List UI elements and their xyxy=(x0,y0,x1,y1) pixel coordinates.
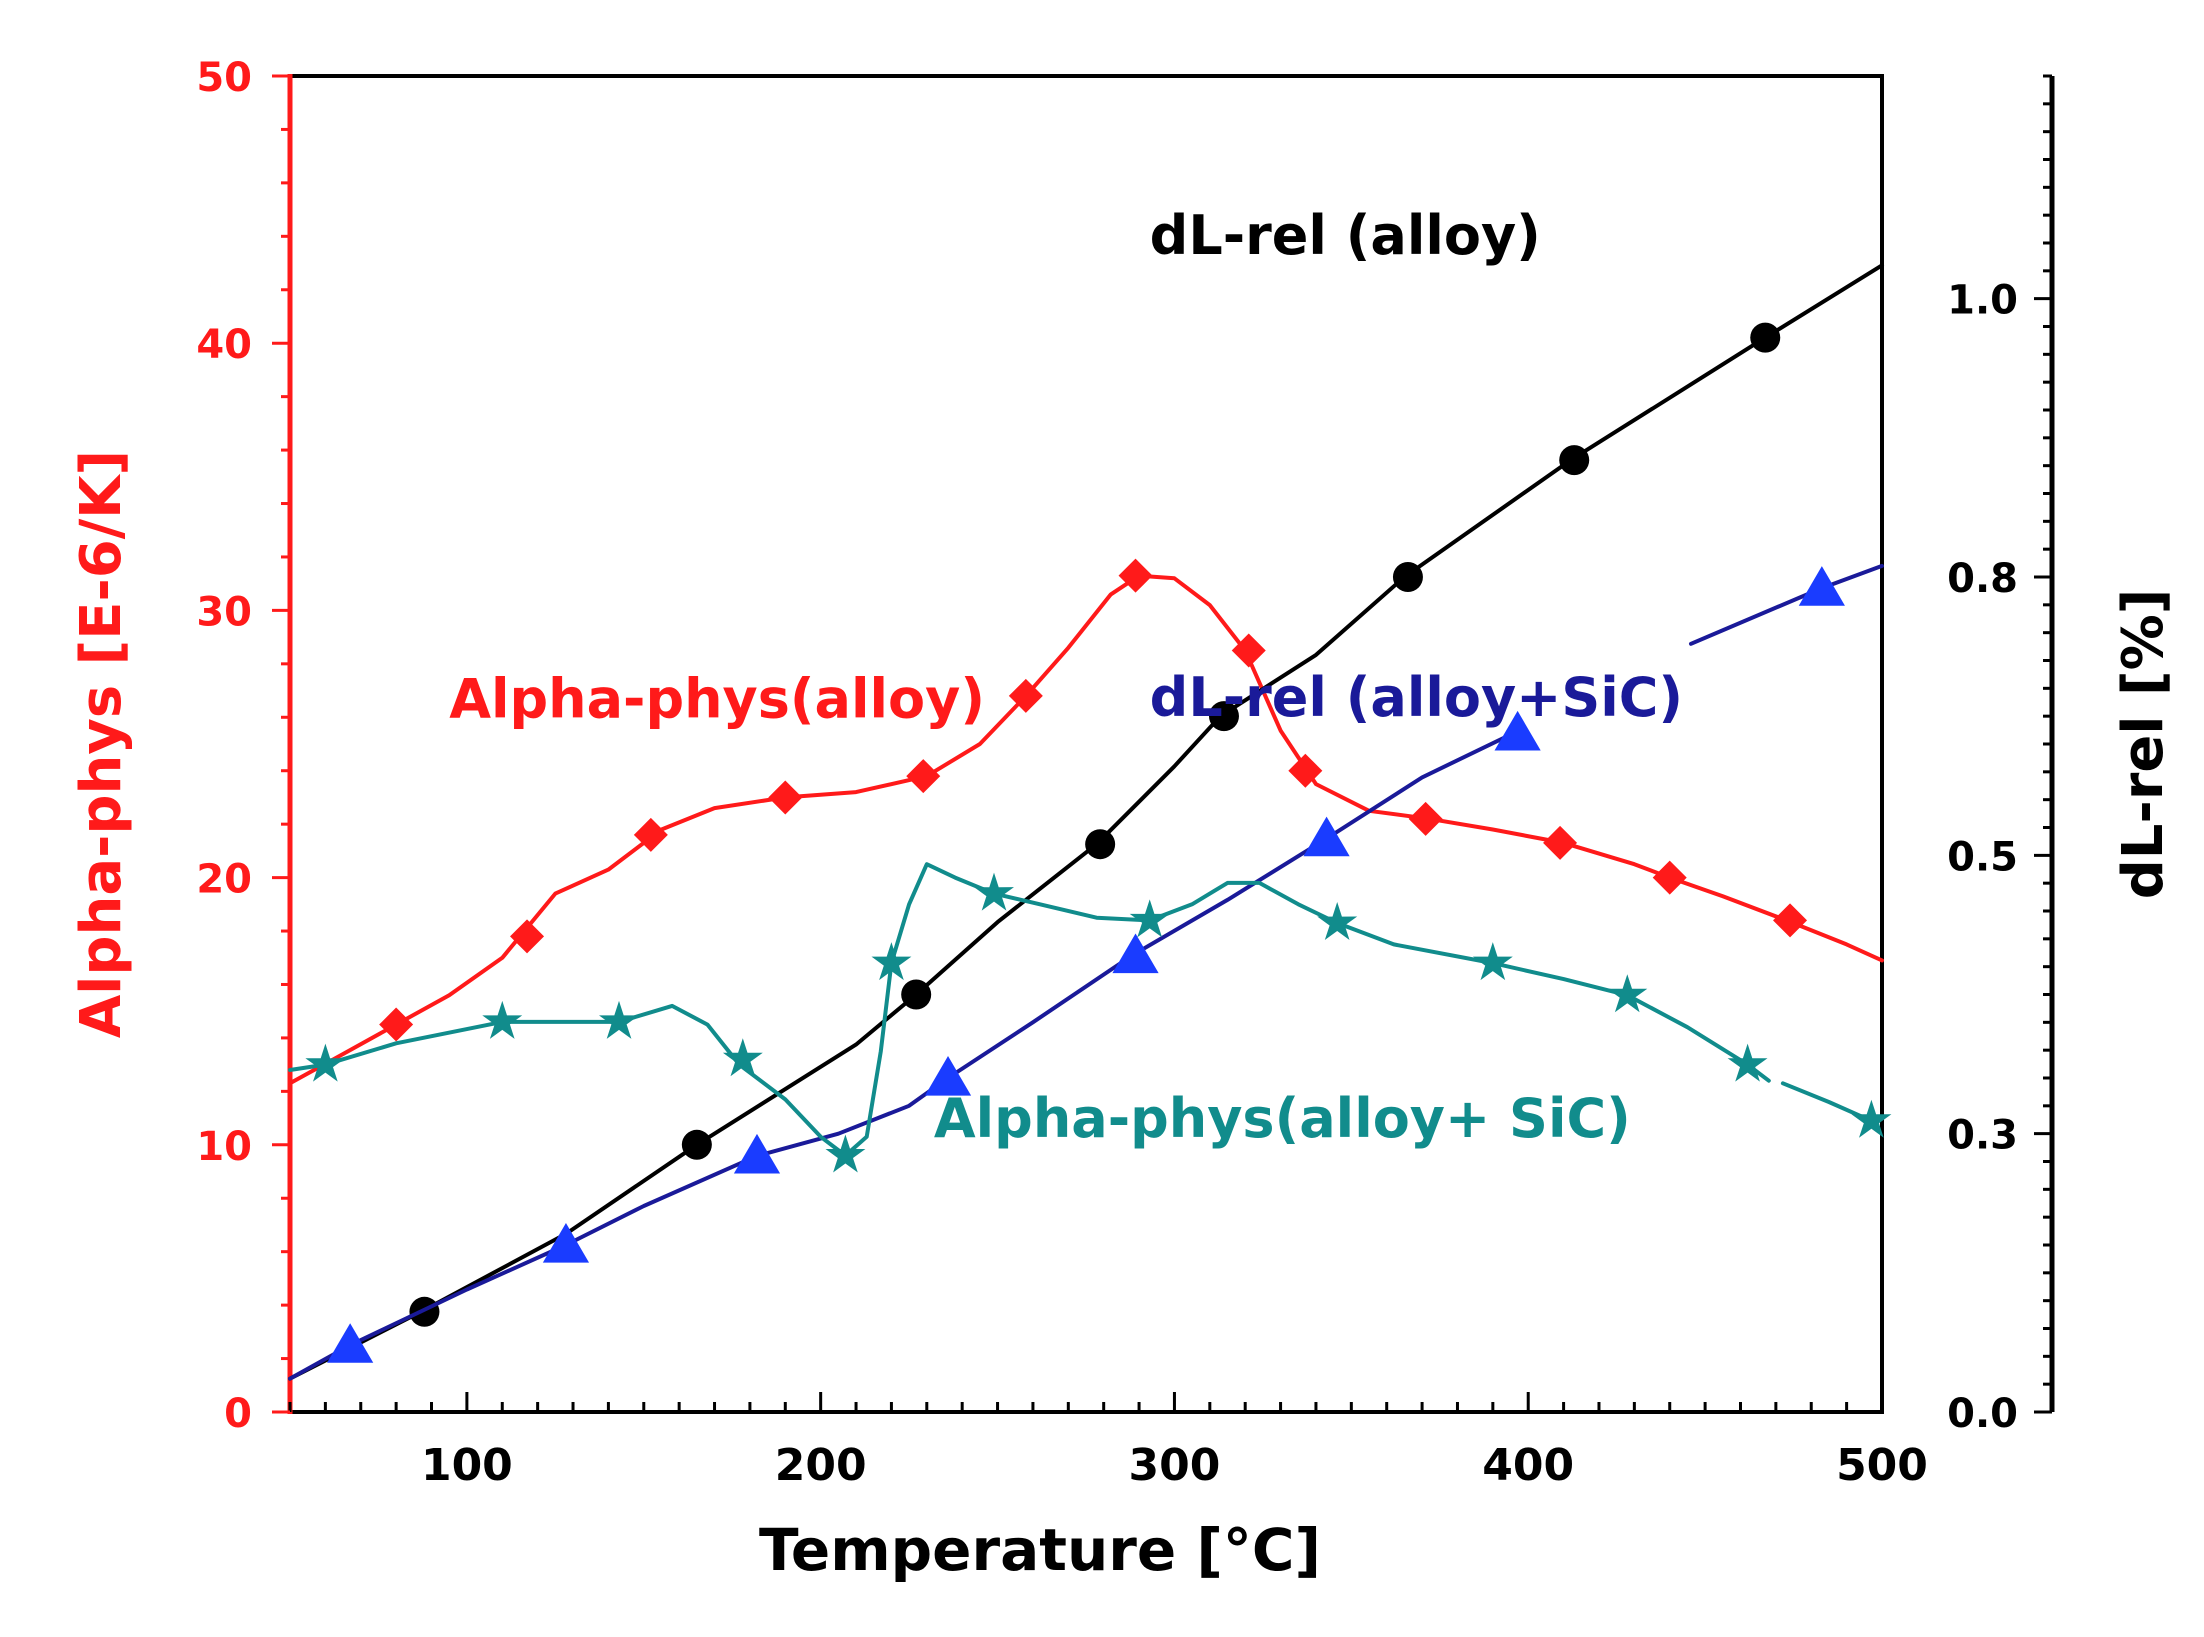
series-marker-alpha-phys-alloy xyxy=(1773,903,1808,938)
plot-frame xyxy=(288,74,1884,1414)
series-marker-alpha-phys-alloy-sic xyxy=(1851,1099,1892,1138)
series-marker-dl-rel-alloy-sic xyxy=(327,1323,374,1363)
x-axis-title: Temperature [°C] xyxy=(759,1516,1321,1584)
series-marker-alpha-phys-alloy-sic xyxy=(599,1000,639,1039)
plot-frame-group xyxy=(287,74,2055,1414)
series-marker-alpha-phys-alloy xyxy=(510,919,545,954)
series-label-alpha-phys-alloy: Alpha-phys(alloy) xyxy=(449,667,985,730)
y-left-tick-label: 40 xyxy=(196,322,252,368)
series-label-alpha-phys-alloy-sic: Alpha-phys(alloy+ SiC) xyxy=(934,1087,1631,1150)
series-marker-alpha-phys-alloy xyxy=(1543,825,1578,860)
series-marker-dl-rel-alloy xyxy=(1559,445,1590,476)
x-tick-label: 400 xyxy=(1482,1440,1574,1491)
y-right-tick-label: 0.0 xyxy=(1947,1391,2018,1437)
series-line-alpha-phys-alloy-sic xyxy=(288,862,1771,1158)
series-marker-alpha-phys-alloy xyxy=(1288,753,1323,788)
series-marker-alpha-phys-alloy-sic xyxy=(482,1000,523,1039)
series-marker-alpha-phys-alloy-sic xyxy=(1472,942,1513,981)
series-marker-alpha-phys-alloy xyxy=(633,817,668,852)
y-left-tick-label: 30 xyxy=(196,589,252,635)
x-tick-label: 500 xyxy=(1836,1440,1928,1491)
y-right-tick-label: 0.3 xyxy=(1947,1113,2018,1159)
series-marker-dl-rel-alloy-sic xyxy=(542,1223,590,1263)
series-line-alpha-phys-alloy xyxy=(288,573,1884,1086)
series-line-tail-dl-rel-alloy-sic xyxy=(1689,563,1884,646)
series-marker-dl-rel-alloy xyxy=(1750,322,1781,353)
y-left-tick-label: 50 xyxy=(196,55,252,101)
series-marker-alpha-phys-alloy-sic xyxy=(825,1134,866,1173)
series-marker-dl-rel-alloy-sic xyxy=(1112,933,1159,974)
y-left-tick-label: 0 xyxy=(224,1391,252,1437)
series-label-dl-rel-alloy: dL-rel (alloy) xyxy=(1150,204,1541,267)
series-marker-dl-rel-alloy xyxy=(681,1129,712,1160)
y-left-axis-title: Alpha-phys [E-6/K] xyxy=(69,450,134,1038)
series-marker-alpha-phys-alloy-sic xyxy=(305,1043,346,1082)
y-left-tick-label: 10 xyxy=(196,1124,252,1170)
series-marker-alpha-phys-alloy xyxy=(1008,678,1043,713)
series-marker-alpha-phys-alloy-sic xyxy=(871,942,912,981)
series-marker-dl-rel-alloy xyxy=(901,979,932,1010)
series-line-dl-rel-alloy xyxy=(288,263,1884,1381)
series-group xyxy=(288,263,1892,1381)
series-marker-alpha-phys-alloy-sic xyxy=(1727,1043,1768,1082)
series-marker-alpha-phys-alloy xyxy=(906,759,941,794)
series-marker-alpha-phys-alloy-sic xyxy=(1317,902,1358,940)
series-marker-dl-rel-alloy xyxy=(1392,562,1423,592)
y-right-tick-label: 0.5 xyxy=(1947,834,2018,880)
series-marker-dl-rel-alloy-sic xyxy=(1303,816,1350,857)
series-marker-alpha-phys-alloy xyxy=(1231,633,1266,668)
y-right-tick-label: 0.8 xyxy=(1947,556,2018,602)
series-marker-dl-rel-alloy xyxy=(1208,701,1239,732)
series-marker-dl-rel-alloy-sic xyxy=(733,1133,781,1174)
series-marker-dl-rel-alloy-sic xyxy=(924,1056,972,1096)
series-marker-dl-rel-alloy-sic xyxy=(1494,710,1541,751)
series-marker-alpha-phys-alloy xyxy=(1652,860,1687,895)
series-marker-alpha-phys-alloy-sic xyxy=(722,1038,763,1077)
series-marker-alpha-phys-alloy-sic xyxy=(974,872,1014,911)
y-right-tick-label: 1.0 xyxy=(1947,278,2018,324)
x-tick-label: 300 xyxy=(1129,1440,1221,1491)
x-tick-label: 200 xyxy=(775,1440,867,1491)
y-right-axis-title: dL-rel [%] xyxy=(2111,589,2176,900)
labels-group: Temperature [°C] Alpha-phys [E-6/K] dL-rel… xyxy=(69,204,2176,1584)
series-marker-alpha-phys-alloy xyxy=(1118,558,1153,593)
y-left-tick-label: 20 xyxy=(196,857,252,903)
series-marker-dl-rel-alloy xyxy=(1085,829,1116,860)
series-marker-alpha-phys-alloy-sic xyxy=(1607,974,1648,1013)
series-marker-alpha-phys-alloy xyxy=(379,1007,414,1042)
axis-ticks-group: 100 200 300 400 500 0 10 20 30 40 50 0.0 0.3 0.5 0.8 1.… xyxy=(196,55,2052,1491)
series-marker-alpha-phys-alloy-sic xyxy=(1129,899,1170,938)
series-marker-dl-rel-alloy-sic xyxy=(1798,566,1845,606)
series-marker-alpha-phys-alloy xyxy=(768,780,803,815)
series-marker-alpha-phys-alloy xyxy=(1408,801,1443,836)
series-line-dl-rel-alloy-sic xyxy=(288,730,1517,1381)
series-label-dl-rel-alloy-sic: dL-rel (alloy+SiC) xyxy=(1150,666,1683,729)
x-tick-label: 100 xyxy=(421,1440,513,1491)
